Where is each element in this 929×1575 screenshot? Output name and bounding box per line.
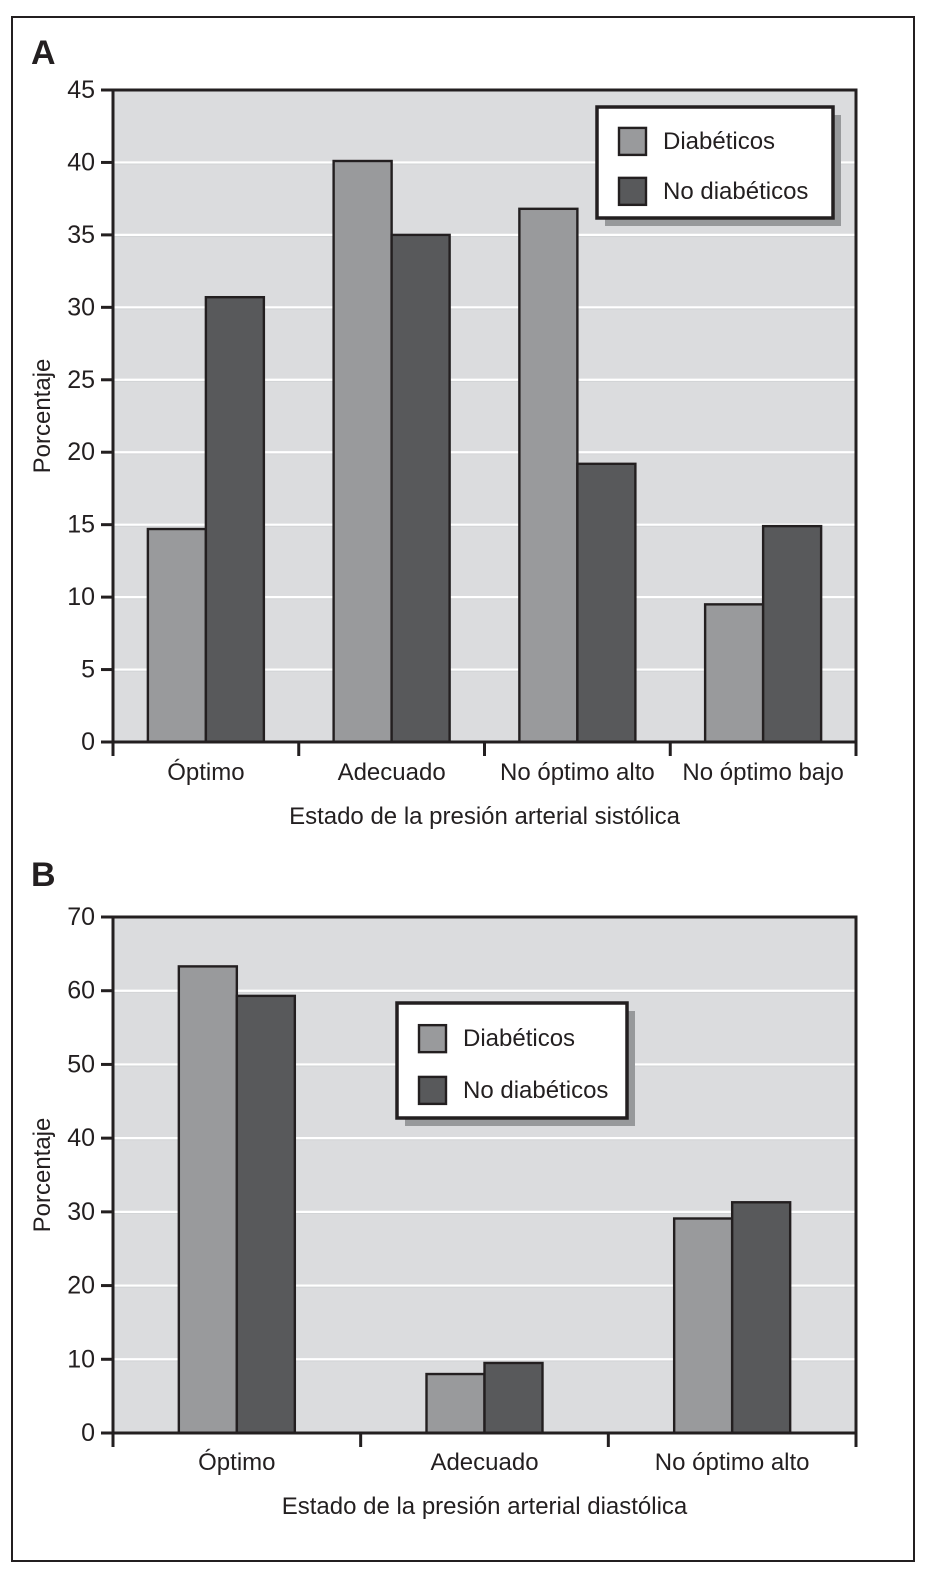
chart-b-legend-label-no-diabeticos: No diabéticos bbox=[463, 1077, 608, 1104]
chart-b-legend-label-diabeticos: Diabéticos bbox=[463, 1025, 575, 1052]
chart-a-x-axis-title: Estado de la presión arterial sistólica bbox=[289, 803, 681, 830]
chart-a-legend-label-diabeticos: Diabéticos bbox=[663, 128, 775, 155]
chart-a-y-tick-label: 40 bbox=[67, 148, 95, 176]
chart-b-category-label: No óptimo alto bbox=[655, 1449, 810, 1476]
chart-b-bar-no-diabeticos-2 bbox=[483, 1361, 544, 1435]
chart-a-y-tick-label: 0 bbox=[81, 728, 95, 756]
chart-b-bar-no-diabeticos-3 bbox=[730, 1201, 792, 1435]
chart-a-category-label: Óptimo bbox=[167, 759, 244, 786]
chart-a-y-tick-label: 5 bbox=[81, 656, 95, 684]
chart-b-bar-diabeticos-3 bbox=[672, 1217, 734, 1435]
panel-b-label: B bbox=[31, 856, 57, 894]
chart-b-plot-border bbox=[111, 915, 858, 1435]
chart-a-category-label: Adecuado bbox=[338, 759, 446, 786]
chart-b-y-tick-label: 0 bbox=[81, 1419, 95, 1447]
chart-a-category-label: No óptimo alto bbox=[500, 759, 655, 786]
chart-a-category-label: No óptimo bajo bbox=[682, 759, 843, 786]
chart-a-legend-label-no-diabeticos: No diabéticos bbox=[663, 178, 808, 205]
chart-a-plot-border bbox=[111, 88, 858, 744]
chart-b-y-tick-label: 30 bbox=[67, 1198, 95, 1226]
chart-b-y-tick-label: 40 bbox=[67, 1124, 95, 1152]
chart-a-y-tick-label: 30 bbox=[67, 293, 95, 321]
chart-b-category-label: Adecuado bbox=[430, 1449, 538, 1476]
chart-b-bar-no-diabeticos-1 bbox=[235, 994, 297, 1435]
panel-a-label: A bbox=[31, 34, 57, 72]
chart-a-y-tick-label: 15 bbox=[67, 511, 95, 539]
chart-b-y-tick-label: 20 bbox=[67, 1272, 95, 1300]
chart-b-legend-swatch-diabeticos bbox=[417, 1023, 448, 1054]
chart-a-y-tick-label: 45 bbox=[67, 76, 95, 104]
chart-a-legend-swatch-no-diabeticos bbox=[617, 176, 648, 207]
chart-a-bar-no-diabeticos-4 bbox=[761, 524, 823, 744]
chart-a-y-tick-label: 25 bbox=[67, 366, 95, 394]
chart-a-y-axis-title: Porcentaje bbox=[29, 359, 56, 474]
chart-a-bar-diabeticos-2 bbox=[332, 159, 393, 744]
chart-b-y-tick-label: 70 bbox=[67, 903, 95, 931]
chart-b-legend-swatch-no-diabeticos bbox=[417, 1075, 448, 1106]
chart-a-bar-no-diabeticos-3 bbox=[576, 462, 637, 744]
chart-b-category-label: Óptimo bbox=[198, 1449, 275, 1476]
chart-b-bar-diabeticos-1 bbox=[177, 965, 239, 1435]
chart-a-bar-diabeticos-3 bbox=[518, 207, 579, 744]
chart-b-y-tick-label: 50 bbox=[67, 1050, 95, 1078]
chart-a-bar-no-diabeticos-1 bbox=[204, 295, 266, 744]
chart-a-y-tick-label: 10 bbox=[67, 583, 95, 611]
chart-b-y-axis-title: Porcentaje bbox=[29, 1118, 56, 1233]
chart-b-y-tick-label: 10 bbox=[67, 1345, 95, 1373]
chart-b-x-axis-title: Estado de la presión arterial diastólica bbox=[282, 1493, 688, 1520]
chart-b-bar-diabeticos-2 bbox=[425, 1372, 486, 1435]
chart-a-y-tick-label: 35 bbox=[67, 221, 95, 249]
chart-a-bar-diabeticos-4 bbox=[703, 603, 765, 744]
chart-a-bar-diabeticos-1 bbox=[146, 527, 208, 744]
chart-b-y-tick-label: 60 bbox=[67, 977, 95, 1005]
chart-a-legend-swatch-diabeticos bbox=[617, 126, 648, 157]
chart-a-bar-no-diabeticos-2 bbox=[390, 233, 451, 744]
chart-a-y-tick-label: 20 bbox=[67, 438, 95, 466]
